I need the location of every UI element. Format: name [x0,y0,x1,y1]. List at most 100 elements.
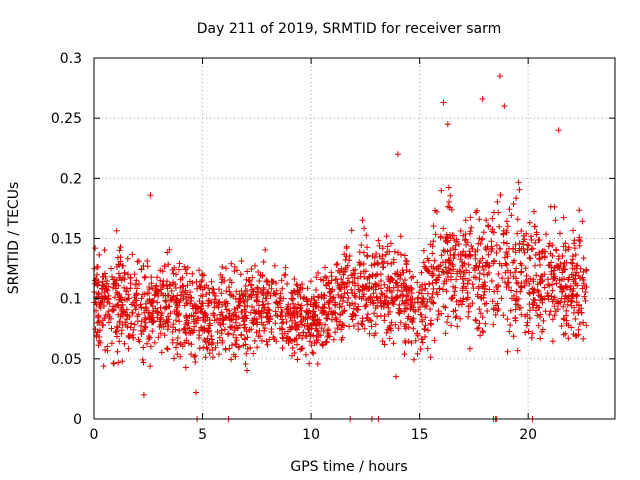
data-point [582,297,589,304]
data-point [420,247,427,254]
data-point [510,333,517,340]
data-point [304,285,311,292]
data-point [257,272,264,279]
data-point [390,340,397,347]
data-point [138,295,145,302]
data-point [435,308,442,314]
data-point [366,330,373,337]
data-point [449,294,456,301]
data-point [305,310,312,317]
y-tick-label: 0.1 [60,292,82,308]
data-point [177,353,184,360]
data-point [452,314,459,321]
data-point [190,313,197,320]
data-point [328,269,335,276]
data-point [401,323,408,330]
data-point [560,214,567,221]
data-point [304,301,311,308]
data-point [298,318,305,325]
data-point [96,334,103,340]
data-point [249,303,256,310]
data-point [521,236,528,243]
data-point [466,248,473,255]
data-point [533,307,539,314]
data-point [494,288,501,295]
data-point [148,300,155,307]
data-point [99,299,105,306]
data-point [472,255,479,262]
data-point [290,300,296,307]
data-point [152,287,159,293]
data-point [150,319,157,326]
data-point [543,231,550,238]
data-point [426,268,433,275]
data-point [355,326,362,333]
data-point [294,321,300,328]
data-point [450,251,457,258]
data-point [110,284,116,291]
data-point [244,296,251,303]
data-point [226,277,233,283]
data-point [286,310,293,317]
data-point [155,292,162,299]
data-point [307,331,314,338]
data-point [465,303,472,310]
data-point [534,287,541,294]
data-point [574,262,581,269]
data-point [551,267,558,274]
data-point [560,243,567,250]
data-point [576,236,583,243]
data-point [457,228,464,234]
data-point [503,284,510,290]
data-point [94,264,100,271]
data-point [564,301,571,308]
data-point [427,306,434,313]
data-point [131,321,138,328]
data-point [545,296,552,303]
data-point [376,253,383,260]
data-point [173,271,179,278]
data-point [503,262,510,268]
data-point [299,345,306,352]
data-point [352,301,359,307]
data-point [229,342,235,349]
data-point [476,276,483,283]
data-point [375,237,382,244]
data-point [408,275,415,281]
data-point [507,307,514,314]
data-point [344,289,351,296]
data-point [480,329,487,336]
ticks-layer: 0 5 10 15 20 0 0.05 0.1 0.15 0.2 0.25 0.3 [51,51,615,443]
data-point [125,271,131,278]
data-point [440,286,446,293]
data-point [116,296,123,303]
data-point [147,363,154,370]
data-point [115,270,122,277]
data-point [172,326,179,333]
data-point [158,314,165,321]
data-point [154,299,161,306]
data-point [332,329,339,336]
data-point [512,315,519,322]
data-point [127,285,134,292]
data-point [505,245,512,252]
data-point [359,318,366,325]
y-tick-label: 0.3 [60,51,82,67]
data-point [159,268,166,275]
data-point [521,249,528,256]
data-point [522,329,529,336]
data-point [219,301,226,308]
data-point [191,323,198,330]
data-point [105,292,112,299]
data-point [338,265,345,272]
data-point [356,288,363,295]
data-point [568,259,575,266]
data-point [570,309,577,316]
data-point [277,313,284,320]
data-point [149,285,156,292]
data-point [133,291,140,298]
data-point [177,341,184,348]
data-point [233,313,240,320]
data-point [323,315,330,322]
